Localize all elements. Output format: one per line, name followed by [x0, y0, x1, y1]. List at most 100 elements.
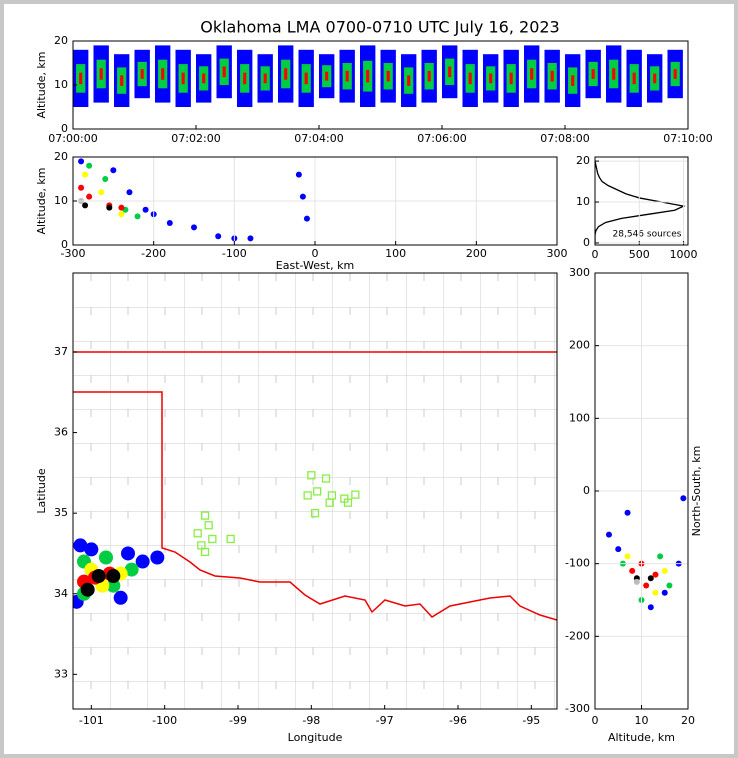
station	[226, 534, 235, 544]
x-tick-label: -98	[302, 714, 320, 727]
x-tick-label: -100	[222, 247, 247, 260]
source-density	[82, 202, 89, 209]
y-tick-label: 37	[54, 345, 68, 358]
y-tick-label: 0	[583, 236, 590, 249]
y-tick-label: 10	[54, 78, 68, 91]
source-density	[166, 220, 173, 226]
source-density	[80, 582, 95, 597]
source-density	[91, 569, 106, 584]
altitude-peak	[448, 66, 452, 78]
y-tick-label: 10	[54, 194, 68, 207]
source-density	[82, 171, 89, 178]
x-axis-label: Longitude	[288, 731, 343, 744]
plot-area	[78, 158, 310, 242]
altitude-peak	[427, 70, 431, 82]
x-tick-label: 0	[592, 248, 599, 261]
y-tick-label: 20	[576, 154, 590, 167]
source-density	[624, 553, 631, 560]
altitude-peak	[325, 71, 329, 81]
source-density	[652, 571, 659, 578]
source-density	[106, 578, 121, 593]
y-tick-label: 35	[54, 506, 68, 519]
source-density	[98, 189, 105, 196]
x-tick-label: 100	[385, 247, 406, 260]
y-tick-label: 33	[54, 667, 68, 680]
station	[321, 474, 331, 483]
source-density	[661, 567, 668, 574]
x-tick-label: 20	[681, 714, 695, 727]
x-tick-label: -100	[152, 714, 177, 727]
y-tick-label: 20	[54, 34, 68, 47]
x-tick-label: 0	[592, 714, 599, 727]
x-tick-label: 10	[635, 714, 649, 727]
source-density	[150, 550, 165, 565]
source-density	[295, 171, 302, 178]
altitude-peak	[120, 75, 124, 86]
source-density	[86, 193, 93, 200]
source-density	[215, 233, 222, 240]
source-density	[121, 546, 135, 561]
y-tick-label: 200	[569, 339, 590, 352]
source-density	[624, 509, 631, 516]
source-density	[643, 582, 650, 589]
y-tick-label: -300	[565, 702, 590, 715]
altitude-peak	[407, 75, 411, 86]
x-tick-label: -97	[376, 714, 394, 727]
source-density	[661, 589, 668, 596]
source-density	[680, 495, 687, 502]
station	[313, 487, 322, 496]
annotation: 28,546 sources	[613, 230, 682, 240]
altitude-peak	[284, 68, 288, 80]
altitude-peak	[673, 69, 677, 79]
x-tick-label: 1000	[670, 248, 698, 261]
source-density	[118, 211, 125, 218]
altitude-peak	[304, 72, 308, 85]
source-density	[126, 189, 133, 196]
y-tick-label: 34	[54, 587, 68, 600]
altitude-peak	[243, 72, 247, 85]
chart-title: Oklahoma LMA 0700-0710 UTC July 16, 2023	[200, 18, 559, 37]
y-axis-label: Altitude, km	[35, 167, 48, 234]
x-tick-label: -200	[141, 247, 166, 260]
x-tick-label: -99	[229, 714, 247, 727]
y-tick-label: -200	[565, 629, 590, 642]
station	[351, 490, 360, 499]
y-axis-label: Latitude	[35, 468, 48, 514]
altitude-peak	[571, 75, 575, 86]
source-density	[247, 235, 254, 242]
altitude-peak	[202, 73, 206, 84]
source-density	[647, 604, 654, 611]
altitude-peak	[345, 70, 349, 82]
source-density	[78, 184, 85, 191]
axes-frame	[594, 156, 689, 246]
station	[204, 521, 213, 530]
source-density	[303, 215, 310, 222]
source-density	[299, 193, 306, 200]
station	[200, 511, 210, 520]
station	[307, 471, 316, 480]
source-density	[657, 553, 664, 560]
station	[343, 498, 353, 507]
axes-frame	[72, 156, 558, 246]
axes-frame	[72, 272, 558, 710]
station	[193, 529, 202, 538]
source-density	[73, 538, 88, 553]
source-density	[86, 162, 93, 169]
x-tick-label: -300	[61, 247, 86, 260]
y-tick-label: 0	[583, 484, 590, 497]
x-tick-label: 07:02:00	[171, 132, 220, 145]
y-tick-label: 0	[61, 238, 68, 251]
altitude-peak	[181, 72, 185, 85]
source-density	[106, 204, 113, 211]
x-tick-label: 07:06:00	[417, 132, 466, 145]
station	[208, 534, 217, 544]
source-density	[647, 575, 654, 582]
x-axis-label: Altitude, km	[608, 731, 675, 744]
source-density	[652, 589, 659, 596]
y-axis-label: North-South, km	[690, 446, 703, 537]
state-border	[73, 351, 557, 621]
altitude-peak	[591, 69, 595, 79]
y-tick-label: 100	[569, 411, 590, 424]
x-tick-label: 07:00:00	[48, 132, 97, 145]
x-axis-label: East-West, km	[276, 259, 354, 272]
